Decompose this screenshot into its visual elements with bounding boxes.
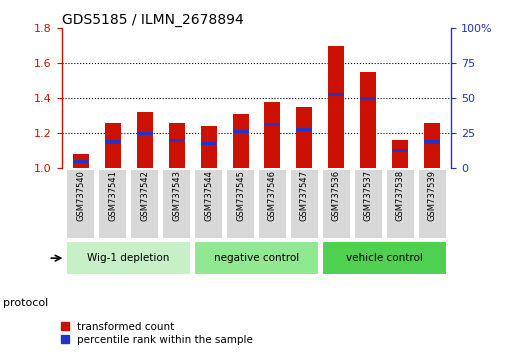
Bar bbox=[297, 107, 312, 168]
Bar bbox=[424, 141, 440, 144]
Text: GSM737546: GSM737546 bbox=[268, 170, 277, 221]
Text: negative control: negative control bbox=[214, 253, 299, 263]
Bar bbox=[105, 141, 121, 144]
Bar bbox=[392, 140, 408, 168]
Bar bbox=[201, 126, 216, 168]
FancyBboxPatch shape bbox=[353, 169, 383, 239]
Bar bbox=[265, 123, 281, 126]
FancyBboxPatch shape bbox=[130, 169, 160, 239]
Bar bbox=[73, 160, 89, 163]
Bar bbox=[328, 93, 344, 96]
FancyBboxPatch shape bbox=[194, 241, 319, 275]
FancyBboxPatch shape bbox=[98, 169, 127, 239]
FancyBboxPatch shape bbox=[66, 169, 95, 239]
FancyBboxPatch shape bbox=[226, 169, 255, 239]
Bar bbox=[297, 128, 312, 131]
FancyBboxPatch shape bbox=[162, 169, 191, 239]
Bar bbox=[169, 123, 185, 168]
FancyBboxPatch shape bbox=[386, 169, 415, 239]
Text: GSM737542: GSM737542 bbox=[140, 170, 149, 221]
Bar bbox=[328, 46, 344, 168]
Bar bbox=[136, 112, 153, 168]
FancyBboxPatch shape bbox=[322, 241, 447, 275]
Text: Wig-1 depletion: Wig-1 depletion bbox=[88, 253, 170, 263]
Text: GSM737541: GSM737541 bbox=[108, 170, 117, 221]
Bar bbox=[169, 139, 185, 142]
FancyBboxPatch shape bbox=[66, 241, 191, 275]
Text: GSM737540: GSM737540 bbox=[76, 170, 85, 221]
Bar bbox=[232, 130, 248, 133]
FancyBboxPatch shape bbox=[290, 169, 319, 239]
Text: GSM737538: GSM737538 bbox=[396, 170, 405, 221]
Text: GDS5185 / ILMN_2678894: GDS5185 / ILMN_2678894 bbox=[62, 13, 243, 27]
Text: protocol: protocol bbox=[3, 298, 48, 308]
Text: GSM737539: GSM737539 bbox=[428, 170, 437, 221]
Text: GSM737543: GSM737543 bbox=[172, 170, 181, 221]
Bar bbox=[392, 149, 408, 152]
Bar bbox=[136, 132, 153, 135]
Text: vehicle control: vehicle control bbox=[346, 253, 423, 263]
Bar bbox=[201, 142, 216, 145]
FancyBboxPatch shape bbox=[194, 169, 223, 239]
Text: GSM737544: GSM737544 bbox=[204, 170, 213, 221]
Text: GSM737545: GSM737545 bbox=[236, 170, 245, 221]
Bar bbox=[424, 123, 440, 168]
Bar bbox=[73, 154, 89, 168]
Bar bbox=[232, 114, 248, 168]
Bar bbox=[360, 72, 377, 168]
Bar bbox=[265, 102, 281, 168]
Legend: transformed count, percentile rank within the sample: transformed count, percentile rank withi… bbox=[56, 317, 258, 349]
FancyBboxPatch shape bbox=[258, 169, 287, 239]
Bar bbox=[105, 123, 121, 168]
Text: GSM737547: GSM737547 bbox=[300, 170, 309, 221]
Bar bbox=[360, 97, 377, 100]
Text: GSM737536: GSM737536 bbox=[332, 170, 341, 221]
FancyBboxPatch shape bbox=[418, 169, 447, 239]
FancyBboxPatch shape bbox=[322, 169, 351, 239]
Text: GSM737537: GSM737537 bbox=[364, 170, 373, 221]
